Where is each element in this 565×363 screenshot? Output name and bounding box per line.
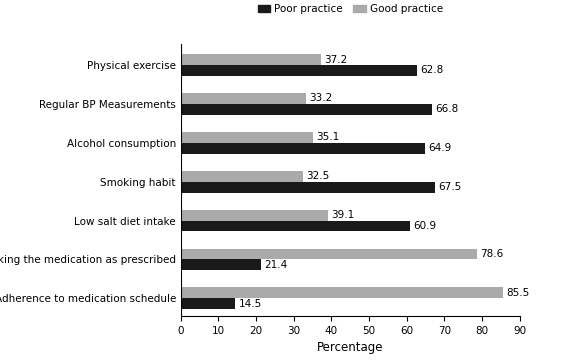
Bar [181, 143, 425, 154]
X-axis label: Percentage: Percentage [317, 341, 384, 354]
Bar [181, 260, 262, 270]
Legend: Poor practice, Good practice: Poor practice, Good practice [253, 0, 447, 18]
Bar [181, 220, 410, 231]
Text: 60.9: 60.9 [413, 221, 436, 231]
Text: 67.5: 67.5 [438, 182, 461, 192]
Bar [181, 104, 432, 115]
Text: 35.1: 35.1 [316, 132, 339, 142]
Text: 78.6: 78.6 [480, 249, 503, 259]
Bar [181, 249, 477, 260]
Text: 37.2: 37.2 [324, 54, 347, 65]
Bar [181, 298, 236, 309]
Text: 66.8: 66.8 [436, 104, 459, 114]
Bar [181, 287, 503, 298]
Text: 14.5: 14.5 [238, 299, 262, 309]
Text: 21.4: 21.4 [264, 260, 288, 270]
Bar [181, 65, 418, 76]
Bar [181, 209, 328, 220]
Text: 39.1: 39.1 [331, 210, 354, 220]
Text: 64.9: 64.9 [428, 143, 451, 153]
Bar [181, 93, 306, 104]
Bar [181, 171, 303, 182]
Bar [181, 54, 321, 65]
Bar [181, 132, 313, 143]
Text: 32.5: 32.5 [306, 171, 329, 181]
Text: 33.2: 33.2 [309, 93, 332, 103]
Text: 62.8: 62.8 [420, 65, 444, 76]
Bar [181, 182, 435, 192]
Text: 85.5: 85.5 [506, 288, 529, 298]
